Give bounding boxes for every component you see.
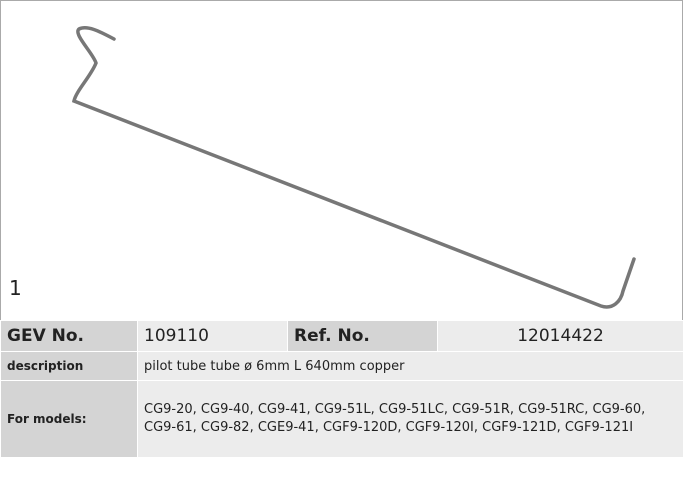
pipe xyxy=(71,26,636,309)
value-cell: CG9-20, CG9-40, CG9-41, CG9-51L, CG9-51L… xyxy=(137,380,683,458)
spec-table: GEV No. 109110 Ref. No. 12014422 descrip… xyxy=(0,320,683,458)
figure-label: 1 xyxy=(9,276,22,300)
row: description pilot tube tube ø 6mm L 640m… xyxy=(0,351,683,381)
value-cell: 12014422 xyxy=(437,320,683,352)
pipe-drawing xyxy=(71,26,636,309)
value-cell: pilot tube tube ø 6mm L 640mm copper xyxy=(137,351,683,381)
label-cell: GEV No. xyxy=(0,320,138,352)
product-image: 1 xyxy=(0,0,683,321)
row: For models: CG9-20, CG9-40, CG9-41, CG9-… xyxy=(0,380,683,458)
label-cell: description xyxy=(0,351,138,381)
row: GEV No. 109110 Ref. No. 12014422 xyxy=(0,320,683,352)
label-cell: For models: xyxy=(0,380,138,458)
value-cell: 109110 xyxy=(137,320,288,352)
label-cell: Ref. No. xyxy=(287,320,438,352)
